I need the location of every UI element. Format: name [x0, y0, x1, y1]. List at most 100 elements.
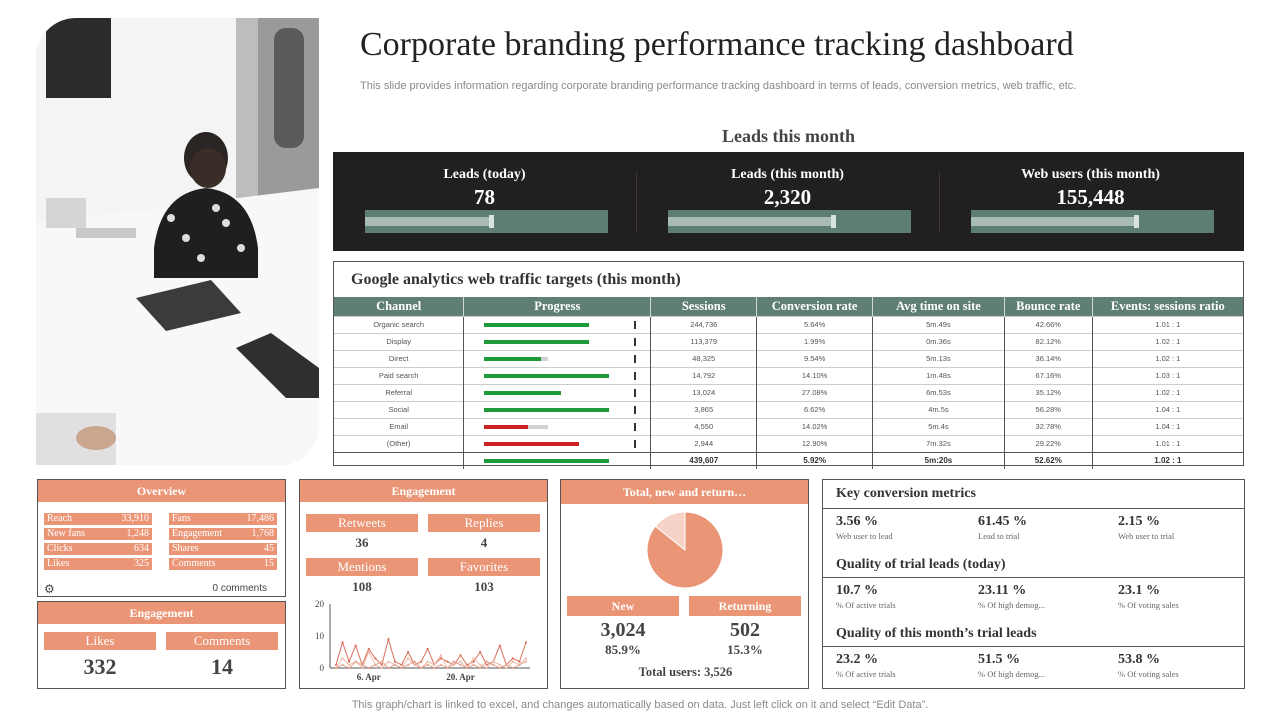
data-point — [380, 663, 383, 666]
overview-stat: Shares 45 — [169, 543, 277, 555]
progress-bar — [464, 453, 650, 469]
office-photo-illustration — [36, 18, 319, 465]
data-point — [472, 657, 475, 660]
total-users: Total users: 3,526 — [638, 665, 733, 679]
data-point — [485, 660, 488, 663]
progress-tick — [634, 405, 637, 414]
traffic-title: Google analytics web traffic targets (th… — [351, 271, 681, 288]
bounce-cell: 32.78% — [1004, 417, 1093, 435]
overview-heading: Overview — [38, 480, 285, 502]
y-tick-label: 10 — [315, 631, 325, 641]
returning-label: Returning — [689, 596, 801, 616]
favorites-value: 103 — [474, 579, 494, 594]
progress-fill — [484, 322, 590, 327]
events-ratio-cell: 1.03 : 1 — [1092, 366, 1243, 384]
data-point — [479, 666, 482, 670]
data-point — [387, 638, 390, 641]
trial-today-heading: Quality of trial leads (today) — [836, 557, 1006, 572]
data-point — [374, 663, 377, 666]
data-point — [406, 657, 410, 660]
time-on-site-cell: 6m.53s — [872, 383, 1005, 401]
data-point — [380, 660, 383, 663]
data-point — [367, 650, 370, 654]
progress-bar — [464, 334, 650, 350]
channel-cell: Email — [334, 417, 465, 435]
metric-label: Web user to lead — [836, 531, 893, 541]
data-point — [446, 666, 449, 670]
progress-bar — [464, 436, 650, 452]
x-tick-label: 20. Apr — [446, 672, 475, 682]
data-point — [334, 666, 338, 670]
data-point — [361, 666, 364, 670]
overview-stat: Engagement 1,768 — [169, 528, 277, 540]
returning-value: 502 — [730, 619, 760, 641]
metric-value: 23.1 % — [1118, 583, 1160, 598]
office-photo — [36, 18, 319, 465]
stat-label: Shares — [172, 543, 199, 554]
table-row: Email 4,550 14.02% 5m.4s 32.78% 1.04 : 1 — [334, 417, 1243, 435]
new-value: 3,024 — [600, 619, 646, 641]
progress-cell — [463, 383, 652, 401]
users-pie-chart — [646, 511, 724, 589]
data-point — [413, 660, 416, 663]
progress-bar — [464, 368, 650, 384]
progress-bar — [464, 351, 650, 367]
stat-value: 1,248 — [126, 528, 150, 539]
data-point — [439, 663, 442, 666]
overview-stat: Likes 325 — [44, 558, 152, 570]
retweets-label: Retweets — [306, 514, 418, 532]
metric-label: % Of voting sales — [1118, 600, 1179, 610]
table-row: Display 113,379 1.99% 0m.36s 82.12% 1.02 : 1 — [334, 332, 1243, 350]
page-title: Corporate branding performance tracking … — [360, 26, 1074, 63]
col-header: Events: sessions ratio — [1092, 297, 1243, 316]
data-point — [393, 660, 397, 663]
stat-label: Reach — [47, 513, 72, 524]
conversion-cell: 5.92% — [756, 451, 874, 469]
bounce-cell: 29.22% — [1004, 434, 1093, 452]
mentions-value: 108 — [352, 579, 372, 594]
data-point — [348, 663, 351, 666]
data-point — [465, 666, 469, 670]
data-point — [393, 663, 397, 666]
col-header: Bounce rate — [1004, 297, 1093, 316]
data-point — [426, 647, 429, 650]
conversion-cell: 1.99% — [756, 332, 874, 350]
overview-stat: New fans 1,248 — [44, 528, 152, 540]
data-point — [459, 654, 462, 657]
data-point — [400, 666, 403, 670]
comments-label: Comments — [166, 632, 278, 650]
likes-label: Likes — [44, 632, 156, 650]
metric-value: 51.5 % — [978, 652, 1020, 667]
divider — [939, 172, 940, 232]
data-point — [354, 660, 357, 663]
metric-value: 10.7 % — [836, 583, 878, 598]
trial-month-heading: Quality of this month’s trial leads — [836, 626, 1037, 641]
stat-value: 1,768 — [251, 528, 275, 539]
data-point — [348, 666, 351, 670]
data-point — [400, 663, 403, 666]
time-on-site-cell: 5m.4s — [872, 417, 1005, 435]
progress-bar — [464, 317, 650, 333]
series-line — [335, 637, 527, 667]
engagement-summary-heading: Engagement — [38, 602, 285, 624]
col-header: Sessions — [650, 297, 758, 316]
comments-value: 14 — [211, 654, 233, 679]
stat-value: 325 — [134, 558, 149, 569]
progress-tick — [634, 388, 637, 397]
gear-icon[interactable]: ⚙ — [44, 582, 55, 596]
data-point — [485, 666, 488, 670]
data-point — [406, 650, 410, 654]
page-subtitle: This slide provides information regardin… — [360, 80, 1077, 92]
channel-cell: Organic search — [334, 315, 465, 333]
sessions-cell: 244,736 — [650, 315, 758, 333]
comments-count: 0 comments — [212, 583, 267, 594]
metric-label: % Of high demog... — [978, 600, 1046, 610]
time-on-site-cell: 1m.48s — [872, 366, 1005, 384]
sessions-cell: 14,792 — [650, 366, 758, 384]
channel-cell: Display — [334, 332, 465, 350]
table-total-row: 439,607 5.92% 5m:20s 52.62% 1.02 : 1 — [334, 451, 1243, 469]
time-on-site-cell: 5m.49s — [872, 315, 1005, 333]
progress-tick — [634, 337, 637, 346]
bounce-cell: 42.66% — [1004, 315, 1093, 333]
stat-value: 33,910 — [121, 513, 150, 524]
